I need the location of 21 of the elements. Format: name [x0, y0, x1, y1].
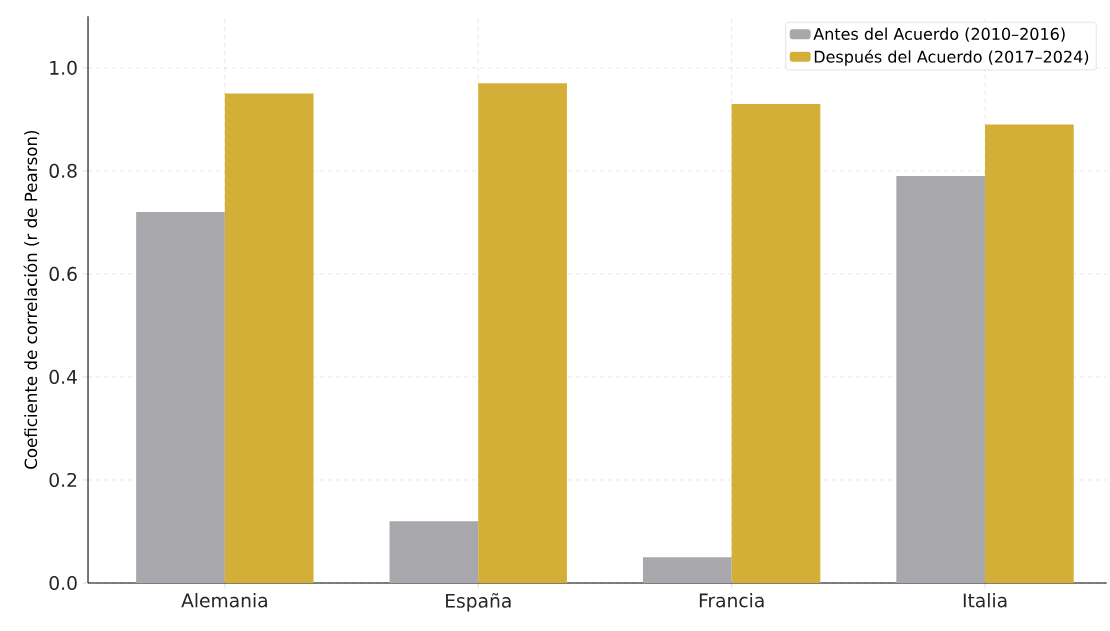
bar — [642, 557, 732, 583]
x-tick-label: España — [446, 593, 511, 612]
bar — [224, 93, 314, 583]
bar — [985, 124, 1074, 583]
y-tick-label: 0.8 — [49, 163, 77, 178]
y-axis-title: Coeficiente de correlación (r de Pearson) — [23, 130, 40, 469]
bar — [896, 176, 986, 583]
bar — [389, 521, 479, 583]
bar — [731, 103, 821, 583]
x-tick-label: Francia — [699, 593, 764, 608]
y-tick-label: 0.2 — [49, 472, 77, 488]
y-tick-label: 0.6 — [49, 266, 77, 281]
bar — [136, 212, 225, 583]
x-tick-label: Alemania — [181, 593, 267, 608]
legend-label: Después del Acuerdo (2017–2024) — [814, 49, 1089, 66]
y-tick-label: 0.0 — [49, 575, 77, 591]
bar — [478, 83, 567, 583]
legend-label: Antes del Acuerdo (2010–2016) — [813, 27, 1065, 42]
y-tick-label: 1.0 — [50, 60, 77, 75]
y-tick-label: 0.4 — [49, 369, 77, 384]
x-tick-label: Italia — [963, 593, 1007, 608]
